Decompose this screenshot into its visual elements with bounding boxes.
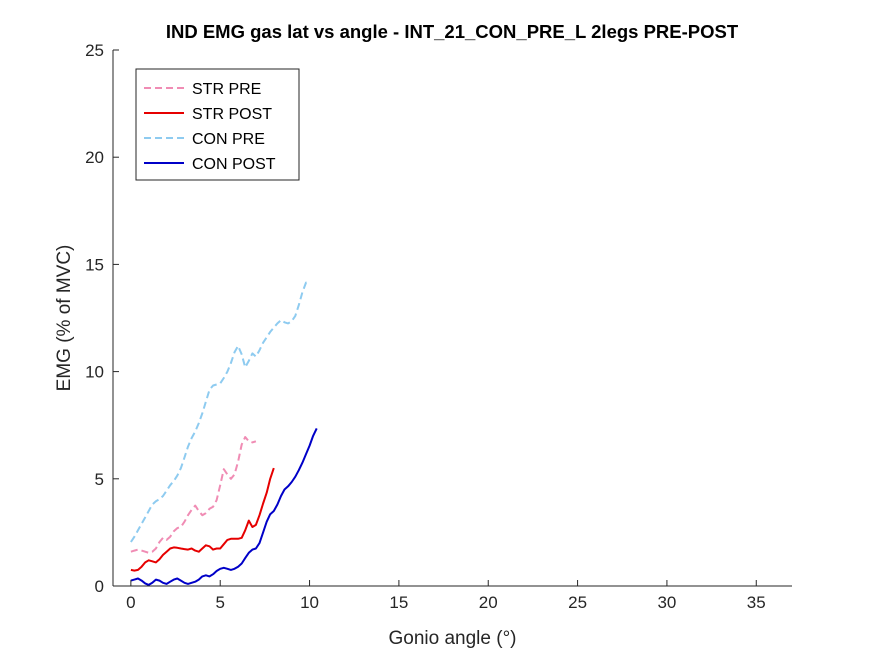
x-tick-label: 5 (215, 593, 224, 612)
legend-label: CON PRE (192, 131, 265, 148)
y-axis-label: EMG (% of MVC) (54, 245, 75, 392)
legend: STR PRE STR POST CON PRE CON POST (135, 68, 300, 181)
tick-labels: 0 5 10 15 20 25 30 35 0 5 10 15 20 25 (85, 41, 766, 612)
y-tick-label: 25 (85, 41, 104, 60)
x-tick-label: 30 (657, 593, 676, 612)
y-tick-label: 10 (85, 363, 104, 382)
axes (112, 49, 792, 587)
series-line-str-post (130, 467, 275, 572)
x-tick-label: 20 (479, 593, 498, 612)
x-tick-label: 10 (300, 593, 319, 612)
x-tick-label: 15 (389, 593, 408, 612)
legend-label: CON POST (192, 156, 276, 173)
x-tick-label: 25 (568, 593, 587, 612)
legend-box (135, 68, 300, 181)
series-line-con-post (130, 427, 318, 586)
x-axis-label: Gonio angle (°) (389, 628, 517, 649)
legend-label: STR POST (192, 106, 272, 123)
y-tick-label: 20 (85, 148, 104, 167)
series-layer (130, 281, 318, 586)
series-line-con-pre (130, 281, 311, 543)
y-tick-label: 0 (95, 577, 104, 596)
x-tick-label: 0 (126, 593, 135, 612)
x-tick-label: 35 (747, 593, 766, 612)
chart-title: IND EMG gas lat vs angle - INT_21_CON_PR… (166, 21, 739, 42)
legend-label: STR PRE (192, 81, 261, 98)
y-tick-label: 15 (85, 255, 104, 274)
y-tick-label: 5 (95, 470, 104, 489)
